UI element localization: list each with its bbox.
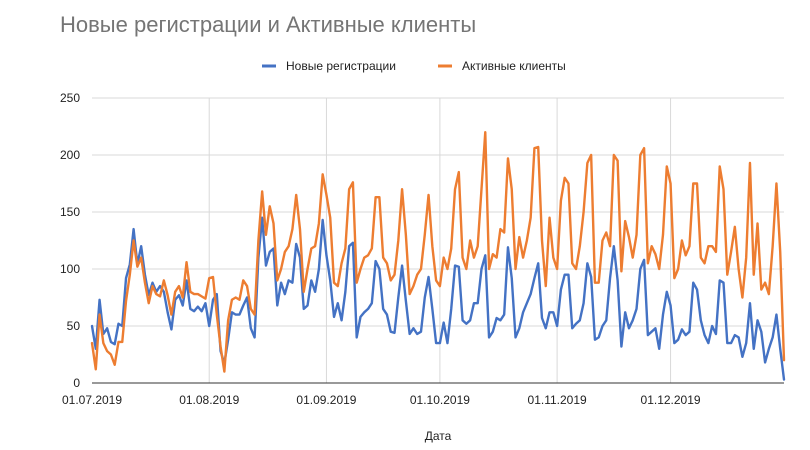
y-tick-label: 100 <box>60 262 80 276</box>
y-tick-label: 250 <box>60 91 80 105</box>
series-line-1 <box>90 216 786 381</box>
x-tick-label: 01.10.2019 <box>410 393 470 407</box>
x-tick-label: 01.11.2019 <box>528 393 587 407</box>
x-tick-label: 01.12.2019 <box>641 393 701 407</box>
legend-label: Активные клиенты <box>462 59 566 73</box>
y-tick-label: 50 <box>67 319 81 333</box>
x-axis-title: Дата <box>425 429 452 443</box>
x-tick-label: 01.07.2019 <box>62 393 122 407</box>
axes: 0 50 100 150 200 250 01.07.2019 01.08.2019 01.09… <box>60 91 784 407</box>
series-lines <box>90 130 786 381</box>
y-tick-label: 0 <box>73 376 80 390</box>
chart-title: Новые регистрации и Активные клиенты <box>60 12 477 37</box>
legend-label: Новые регистрации <box>286 59 396 73</box>
y-tick-label: 150 <box>60 205 80 219</box>
grid <box>92 97 784 383</box>
y-tick-label: 200 <box>60 148 80 162</box>
series-line-2 <box>90 130 786 373</box>
x-tick-label: 01.09.2019 <box>296 393 356 407</box>
legend: Новые регистрации Активные клиенты <box>262 59 566 73</box>
x-tick-label: 01.08.2019 <box>179 393 239 407</box>
